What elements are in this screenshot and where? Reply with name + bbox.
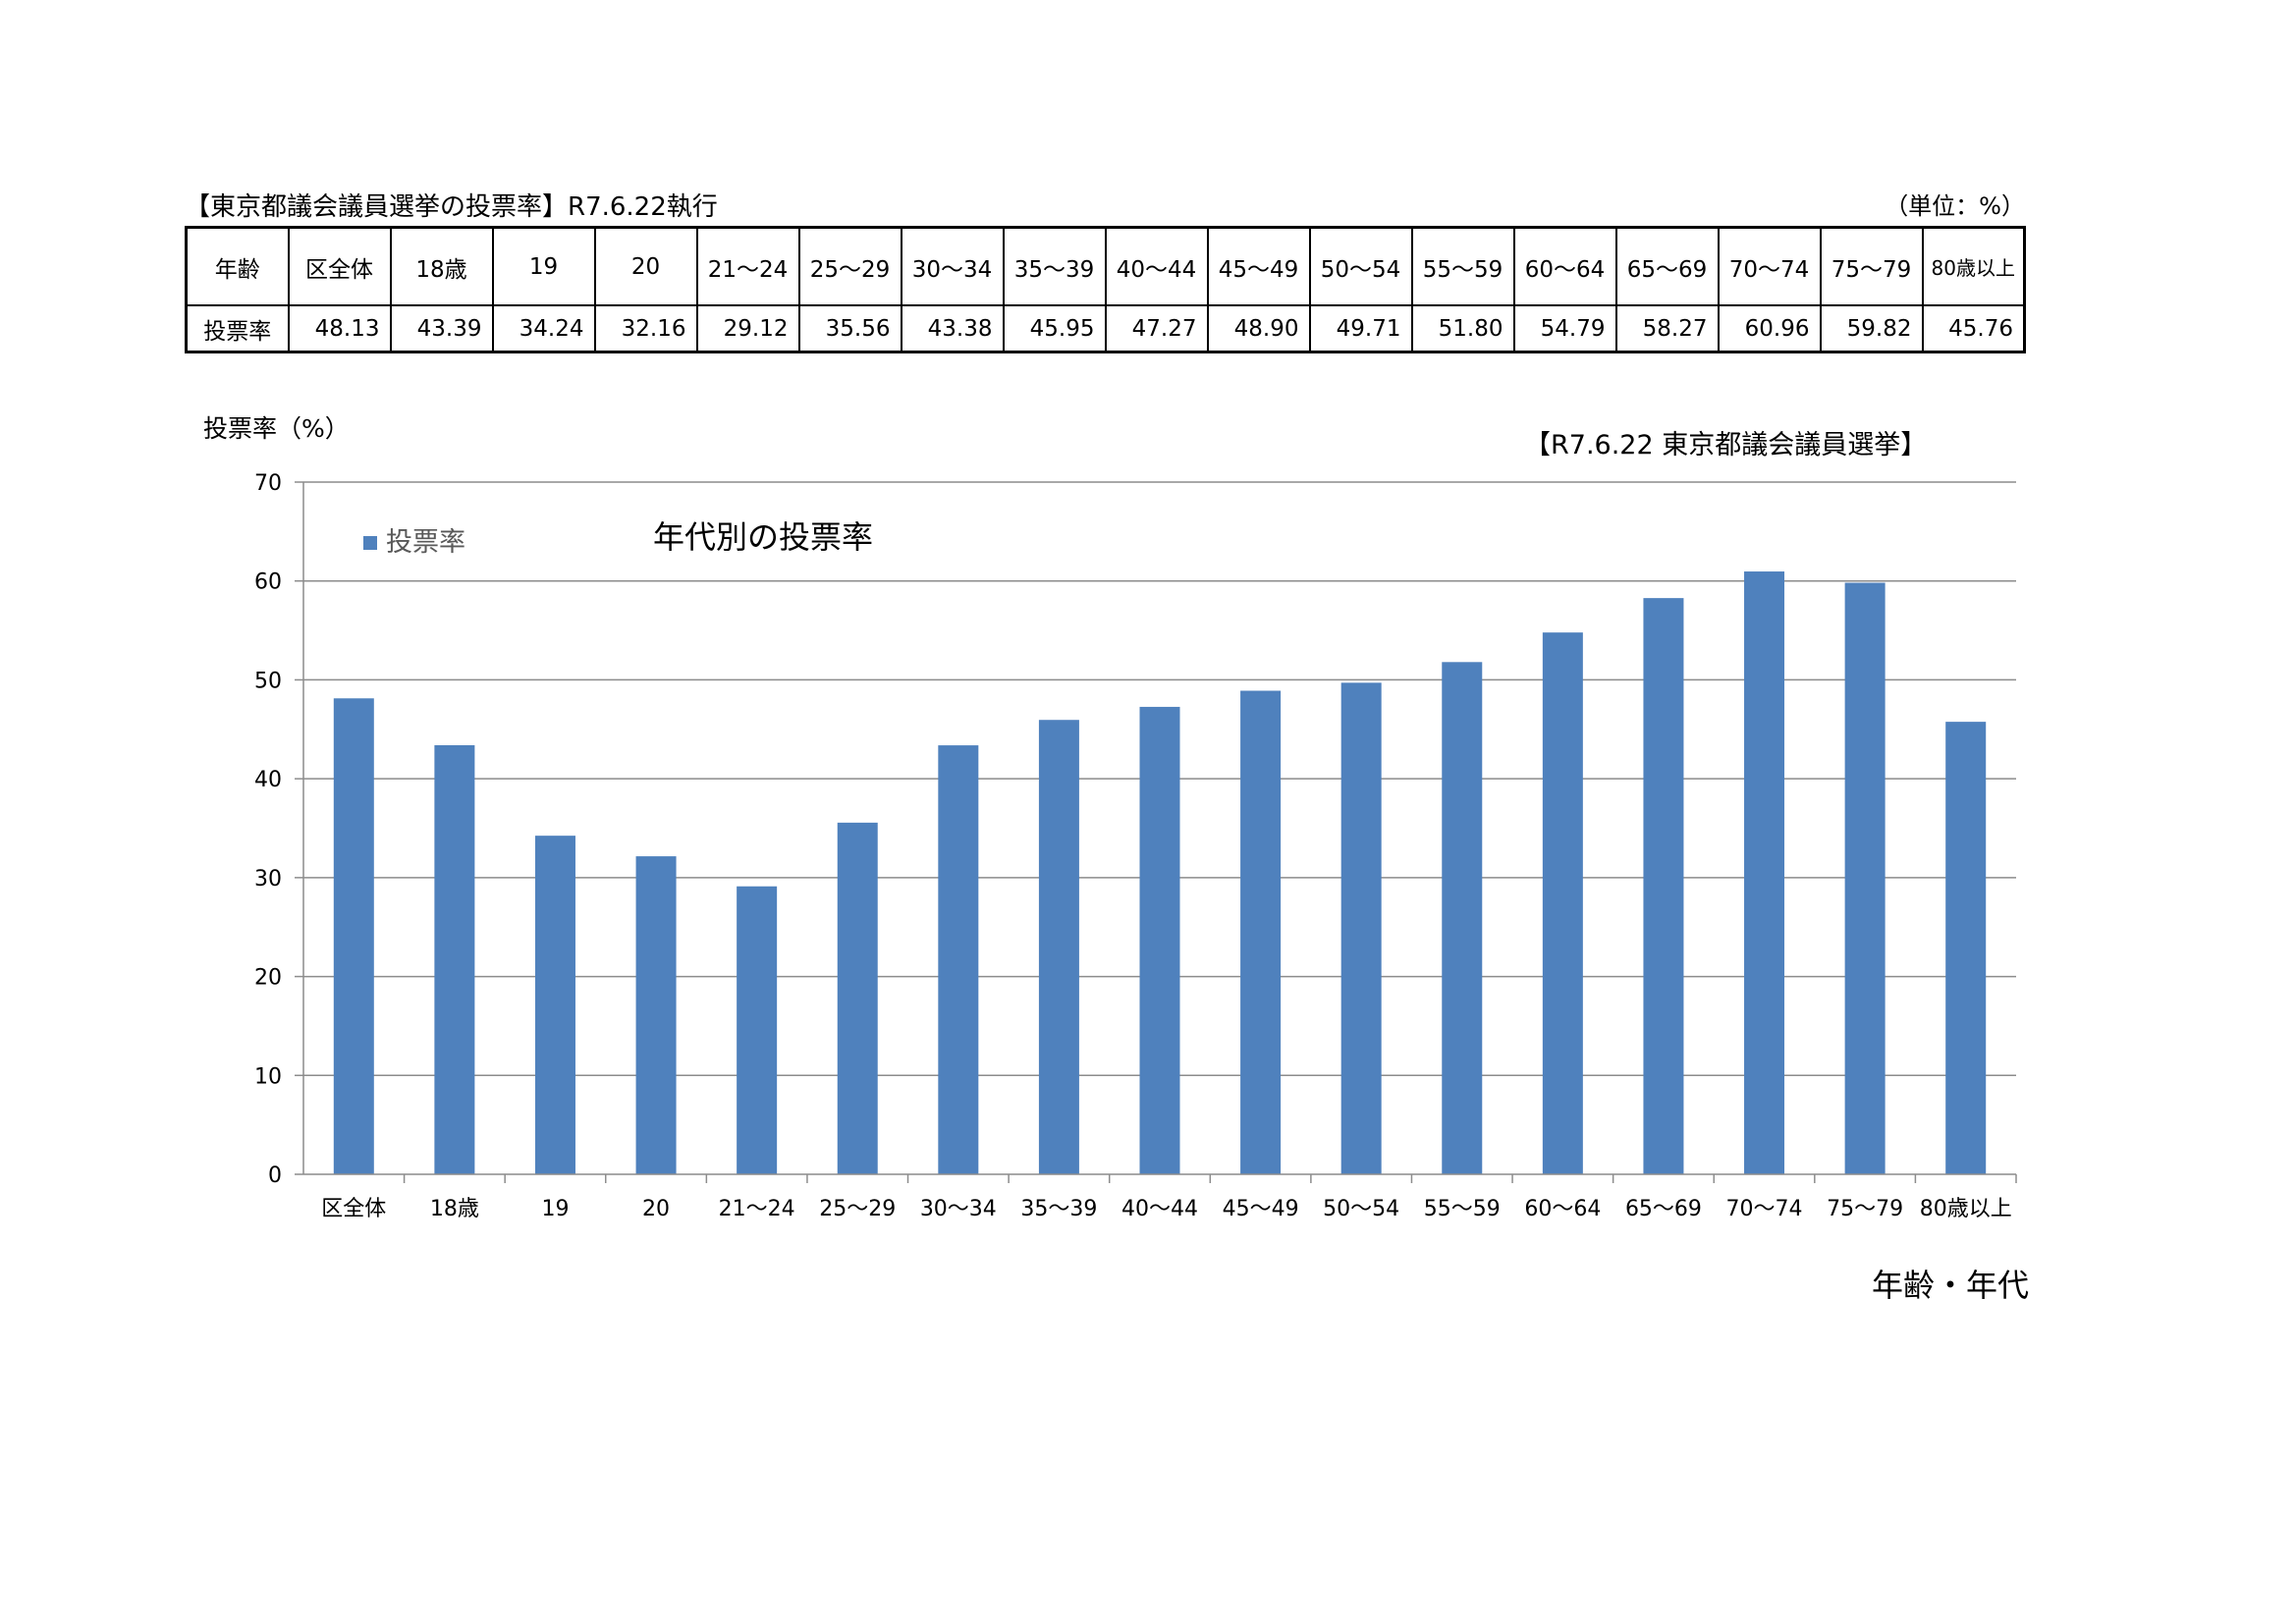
table-column-header: 20	[593, 226, 698, 306]
table-column-header: 19	[491, 226, 596, 306]
legend-swatch	[363, 536, 377, 550]
x-tick-label: 70～74	[1726, 1197, 1803, 1221]
x-tick-labels: 区全体 18歳 19 20 21～24 25～29 30～34 35～39 40～44 45～49…	[321, 1197, 2011, 1221]
chart-subtitle: 【R7.6.22 東京都議会議員選挙】	[1524, 430, 1927, 460]
bar	[1038, 720, 1079, 1174]
x-tick-label: 50～54	[1323, 1197, 1399, 1221]
table-value-cell: 32.16	[593, 304, 698, 353]
table-value-cell: 45.76	[1921, 304, 2026, 353]
table-column-header: 80歳以上	[1921, 226, 2026, 306]
table-value-cell: 48.13	[287, 304, 392, 353]
axes	[295, 481, 2017, 1183]
bar	[1442, 662, 1483, 1174]
chart-title: 年代別の投票率	[653, 518, 873, 556]
bar	[1542, 632, 1583, 1174]
y-tick-label: 70	[254, 471, 282, 496]
bar	[1340, 682, 1382, 1174]
table-value-cell: 54.79	[1512, 304, 1617, 353]
table-value-cell: 48.90	[1206, 304, 1311, 353]
table-value-cell: 51.80	[1410, 304, 1515, 353]
y-tick-label: 50	[254, 669, 282, 693]
x-tick-label: 35～39	[1020, 1197, 1097, 1221]
table-value-cell: 59.82	[1819, 304, 1924, 353]
bars	[333, 571, 1987, 1174]
table-column-header: 35～39	[1002, 226, 1107, 306]
legend-label: 投票率	[386, 527, 465, 558]
y-tick-label: 0	[268, 1163, 282, 1188]
table-value-cell: 43.39	[389, 304, 494, 353]
table-column-header: 50～54	[1308, 226, 1413, 306]
table-column-header: 21～24	[695, 226, 800, 306]
table-value-cell: 60.96	[1717, 304, 1822, 353]
y-tick-label: 30	[254, 867, 282, 892]
x-tick-label: 21～24	[719, 1197, 795, 1221]
x-axis-title: 年齢・年代	[1872, 1267, 2029, 1304]
x-tick-label: 65～69	[1625, 1197, 1702, 1221]
bar	[1643, 598, 1684, 1174]
row-header-rate: 投票率	[185, 304, 290, 353]
x-tick-label: 区全体	[321, 1197, 386, 1221]
x-tick-label: 40～44	[1121, 1197, 1198, 1221]
table-column-header: 55～59	[1410, 226, 1515, 306]
bar	[737, 886, 778, 1174]
bar	[333, 698, 374, 1174]
y-axis-title: 投票率（%）	[203, 414, 350, 443]
table-header-row: 年齢 区全体 18歳 19 20 21～24 25～29 30～34 35～39 40～44 45…	[185, 226, 2026, 306]
bar	[1139, 706, 1180, 1174]
table-value-row: 投票率 48.13 43.39 34.24 32.16 29.12 35.56 43.38 4…	[185, 304, 2026, 353]
x-tick-label: 19	[541, 1197, 569, 1221]
x-tick-label: 20	[642, 1197, 670, 1221]
table-value-cell: 43.38	[900, 304, 1005, 353]
bar	[938, 745, 979, 1174]
turnout-table: 年齢 区全体 18歳 19 20 21～24 25～29 30～34 35～39 40～44 45…	[185, 226, 2026, 353]
table-title: 【東京都議会議員選挙の投票率】R7.6.22執行	[185, 192, 718, 222]
x-tick-label: 25～29	[819, 1197, 896, 1221]
x-tick-label: 30～34	[920, 1197, 997, 1221]
bar	[1844, 582, 1886, 1174]
table-column-header: 30～34	[900, 226, 1005, 306]
bar	[1240, 690, 1282, 1174]
table-value-cell: 29.12	[695, 304, 800, 353]
bar	[635, 856, 677, 1174]
x-tick-label: 60～64	[1524, 1197, 1601, 1221]
table-value-cell: 45.95	[1002, 304, 1107, 353]
table-unit: （単位：%）	[1885, 192, 2025, 220]
table-column-header: 65～69	[1614, 226, 1720, 306]
table-value-cell: 49.71	[1308, 304, 1413, 353]
bar	[1744, 571, 1785, 1174]
table-value-cell: 35.56	[797, 304, 902, 353]
table-column-header: 70～74	[1717, 226, 1822, 306]
table-column-header: 60～64	[1512, 226, 1617, 306]
bar	[534, 836, 575, 1174]
y-tick-label: 10	[254, 1064, 282, 1089]
table-column-header: 25～29	[797, 226, 902, 306]
y-tick-labels: 0 10 20 30 40 50 60 70	[254, 471, 282, 1188]
table-value-cell: 34.24	[491, 304, 596, 353]
y-tick-label: 20	[254, 966, 282, 991]
x-tick-label: 18歳	[430, 1197, 479, 1221]
table-value-cell: 47.27	[1104, 304, 1209, 353]
x-tick-label: 75～79	[1827, 1197, 1903, 1221]
y-tick-label: 60	[254, 570, 282, 595]
bar	[1945, 722, 1987, 1174]
table-column-header: 18歳	[389, 226, 494, 306]
table-column-header: 45～49	[1206, 226, 1311, 306]
x-tick-label: 45～49	[1223, 1197, 1299, 1221]
table-column-header: 75～79	[1819, 226, 1924, 306]
bar	[434, 745, 475, 1174]
table-column-header: 区全体	[287, 226, 392, 306]
row-header-age: 年齢	[185, 226, 290, 306]
bar	[837, 822, 878, 1174]
table-column-header: 40～44	[1104, 226, 1209, 306]
y-tick-label: 40	[254, 768, 282, 792]
x-tick-label: 80歳以上	[1920, 1197, 2012, 1221]
table-value-cell: 58.27	[1614, 304, 1720, 353]
x-tick-label: 55～59	[1424, 1197, 1501, 1221]
